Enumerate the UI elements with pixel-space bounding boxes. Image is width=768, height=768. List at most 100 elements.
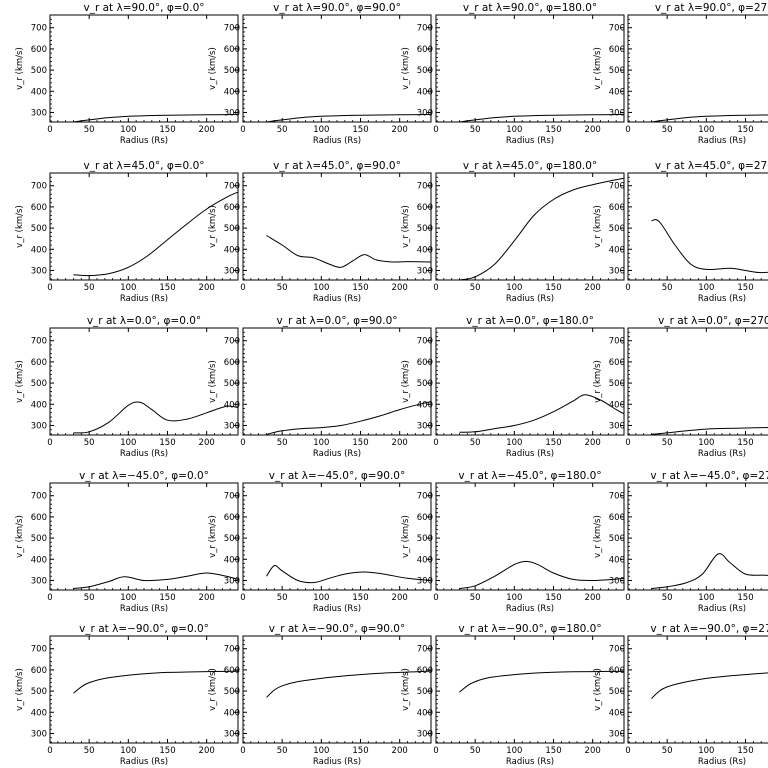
- x-tick-label: 200: [392, 283, 408, 293]
- x-tick-label: 0: [240, 283, 245, 293]
- x-tick-label: 0: [625, 438, 630, 448]
- x-tick-label: 50: [470, 283, 481, 293]
- x-tick-label: 50: [84, 746, 95, 756]
- chart-title: v_r at λ=−90.0°, φ=90.0°: [269, 623, 405, 635]
- y-tick-label: 600: [31, 666, 47, 676]
- x-tick-label: 200: [585, 746, 601, 756]
- x-tick-label: 0: [625, 593, 630, 603]
- y-tick-label: 300: [31, 576, 47, 586]
- x-tick-label: 50: [84, 125, 95, 135]
- chart-panel-4: v_r at λ=90.0°, φ=270.0°0501001502003004…: [593, 2, 768, 146]
- x-tick-label: 150: [545, 125, 561, 135]
- y-axis-label: v_r (km/s): [593, 205, 603, 248]
- x-tick-label: 0: [433, 593, 438, 603]
- x-axis-label: Radius (Rs): [506, 449, 554, 459]
- x-tick-label: 50: [84, 593, 95, 603]
- x-axis-label: Radius (Rs): [506, 294, 554, 304]
- y-tick-label: 300: [417, 729, 433, 739]
- y-axis-label: v_r (km/s): [593, 668, 603, 711]
- x-axis-label: Radius (Rs): [698, 757, 746, 767]
- chart-panel-20: v_r at λ=−90.0°, φ=270.0°050100150200300…: [593, 623, 768, 767]
- chart-title: v_r at λ=0.0°, φ=270.0°: [658, 315, 768, 327]
- y-axis-label: v_r (km/s): [208, 668, 218, 711]
- x-tick-label: 50: [662, 593, 673, 603]
- x-tick-label: 150: [159, 438, 175, 448]
- y-tick-label: 600: [609, 203, 625, 213]
- x-tick-label: 100: [313, 746, 329, 756]
- y-tick-label: 500: [31, 66, 47, 76]
- y-tick-label: 500: [609, 66, 625, 76]
- series-line: [651, 114, 768, 123]
- x-tick-label: 150: [737, 438, 753, 448]
- plot-frame: [627, 635, 768, 744]
- y-tick-label: 300: [609, 421, 625, 431]
- x-tick-label: 150: [737, 593, 753, 603]
- y-tick-label: 500: [31, 224, 47, 234]
- x-tick-label: 0: [625, 125, 630, 135]
- x-axis-label: Radius (Rs): [120, 604, 168, 614]
- x-tick-label: 50: [470, 593, 481, 603]
- y-tick-label: 400: [31, 400, 47, 410]
- series-line: [459, 560, 625, 589]
- chart-panel-3: v_r at λ=90.0°, φ=180.0° 0 50 100 150 200 300 4…: [401, 2, 625, 146]
- x-tick-label: 150: [159, 125, 175, 135]
- y-tick-label: 600: [224, 203, 240, 213]
- x-tick-label: 200: [392, 593, 408, 603]
- chart-panel-18: v_r at λ=−90.0°, φ=90.0° 0 50 100 150 200 300 4…: [208, 623, 432, 767]
- x-tick-label: 100: [506, 125, 522, 135]
- series-line: [459, 394, 625, 433]
- chart-title: v_r at λ=90.0°, φ=0.0°: [84, 2, 205, 14]
- x-tick-label: 100: [313, 593, 329, 603]
- x-axis-label: Radius (Rs): [506, 757, 554, 767]
- x-tick-label: 150: [545, 283, 561, 293]
- plot-frame: [627, 14, 768, 123]
- x-tick-label: 200: [585, 125, 601, 135]
- y-tick-label: 300: [224, 576, 240, 586]
- y-tick-label: 600: [31, 513, 47, 523]
- y-tick-label: 400: [609, 555, 625, 565]
- y-axis-label: v_r (km/s): [401, 47, 411, 90]
- chart-title: v_r at λ=−90.0°, φ=270.0°: [650, 623, 768, 635]
- y-axis-label: v_r (km/s): [208, 205, 218, 248]
- x-tick-label: 200: [392, 438, 408, 448]
- series-line: [651, 553, 768, 589]
- x-tick-label: 150: [737, 125, 753, 135]
- series-line: [73, 191, 239, 277]
- x-tick-label: 200: [199, 125, 215, 135]
- x-tick-label: 100: [313, 438, 329, 448]
- x-tick-label: 50: [662, 125, 673, 135]
- y-tick-label: 400: [31, 555, 47, 565]
- series-line: [266, 670, 432, 698]
- x-axis-label: Radius (Rs): [313, 757, 361, 767]
- y-tick-label: 400: [224, 245, 240, 255]
- y-tick-label: 700: [224, 337, 240, 347]
- series-line: [459, 113, 625, 123]
- chart-title: v_r at λ=−45.0°, φ=180.0°: [458, 470, 601, 482]
- y-tick-label: 700: [609, 182, 625, 192]
- y-tick-label: 500: [224, 687, 240, 697]
- x-tick-label: 100: [120, 283, 136, 293]
- series-line: [266, 235, 432, 268]
- chart-title: v_r at λ=0.0°, φ=90.0°: [277, 315, 398, 327]
- x-tick-label: 0: [47, 593, 52, 603]
- x-tick-label: 0: [47, 283, 52, 293]
- y-axis-label: v_r (km/s): [401, 360, 411, 403]
- x-tick-label: 0: [240, 593, 245, 603]
- y-tick-label: 500: [31, 534, 47, 544]
- x-tick-label: 50: [470, 746, 481, 756]
- y-tick-label: 700: [31, 337, 47, 347]
- x-tick-label: 150: [737, 746, 753, 756]
- y-tick-label: 700: [224, 182, 240, 192]
- plot-frame: [627, 172, 768, 281]
- y-tick-label: 300: [417, 108, 433, 118]
- series-line: [73, 572, 239, 589]
- x-tick-label: 50: [84, 283, 95, 293]
- y-tick-label: 300: [224, 108, 240, 118]
- y-tick-label: 300: [31, 729, 47, 739]
- x-tick-label: 0: [240, 125, 245, 135]
- x-tick-label: 50: [277, 125, 288, 135]
- x-tick-label: 50: [277, 283, 288, 293]
- x-tick-label: 100: [698, 746, 714, 756]
- y-tick-label: 700: [224, 24, 240, 34]
- chart-panel-2: v_r at λ=90.0°, φ=90.0° 0 50 100 150 200 300 40…: [208, 2, 432, 146]
